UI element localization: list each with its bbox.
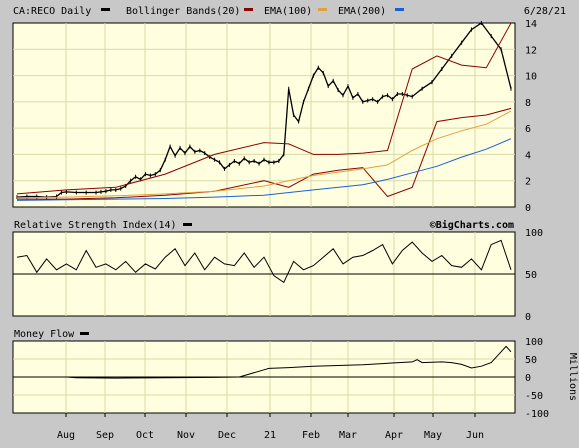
y-tick-label: 100 (525, 337, 543, 348)
watermark: ©BigCharts.com (430, 219, 514, 231)
legend-swatch-ema200 (395, 8, 404, 11)
series-line-2-0 (17, 345, 512, 379)
x-tick-label: Mar (339, 430, 357, 441)
series-line-0-1 (16, 22, 512, 195)
y-tick-label: 50 (525, 270, 537, 281)
x-tick-label: Sep (96, 430, 114, 441)
x-tick-label: Dec (218, 430, 236, 441)
date-label: 6/28/21 (524, 6, 566, 17)
symbol-label: CA:RECO Daily (13, 6, 91, 17)
y-tick-label: 10 (525, 72, 537, 83)
series-line-1-0 (16, 239, 512, 284)
money-flow-legend-swatch (80, 332, 89, 335)
y-tick-label: 0 (525, 373, 531, 384)
rsi-title: Relative Strength Index(14) (14, 220, 177, 231)
x-tick-label: Oct (136, 430, 154, 441)
series-group (13, 21, 515, 379)
series-line-0-0 (16, 22, 512, 198)
x-tick-label: 21 (264, 430, 276, 441)
rsi-legend-swatch (183, 223, 192, 226)
x-tick-label: Feb (302, 430, 320, 441)
legend-swatch-bollinger (244, 8, 253, 11)
y-tick-label: 0 (525, 203, 531, 214)
y-tick-label: 12 (525, 45, 537, 56)
series-line-0-4 (16, 138, 512, 201)
legend-label-ema100: EMA(100) (264, 6, 312, 17)
series-line-0-3 (16, 110, 512, 199)
x-tick-label: Nov (177, 430, 195, 441)
money-flow-ylabel: Millions (567, 353, 578, 401)
y-tick-label: -100 (525, 409, 549, 420)
x-tick-label: May (424, 430, 442, 441)
y-tick-label: 4 (525, 150, 531, 161)
x-tick-label: Aug (57, 430, 75, 441)
price-legend-swatch (101, 8, 110, 11)
y-tick-label: 0 (525, 312, 531, 323)
x-tick-label: Apr (385, 430, 403, 441)
legend-label-ema200: EMA(200) (338, 6, 386, 17)
legend-label-bollinger: Bollinger Bands(20) (126, 6, 240, 17)
x-axis: Aug Sep Oct Nov Dec 21 Feb Mar Apr May Jun (57, 413, 484, 441)
y-tick-label: 100 (525, 228, 543, 239)
legend-swatch-ema100 (318, 8, 327, 11)
y-axes: 0 2 4 6 8 10 12 14 0 50 100 -100 -50 0 50 100 (525, 19, 549, 420)
y-tick-label: 2 (525, 177, 531, 188)
series-line-0-2 (17, 107, 512, 200)
y-tick-label: 14 (525, 19, 537, 30)
y-tick-label: 50 (525, 355, 537, 366)
y-tick-label: -50 (525, 391, 543, 402)
price-panel (12, 22, 516, 208)
y-tick-label: 6 (525, 124, 531, 135)
money-flow-title: Money Flow (14, 329, 75, 340)
x-tick-label: Jun (466, 430, 484, 441)
y-tick-label: 8 (525, 98, 531, 109)
